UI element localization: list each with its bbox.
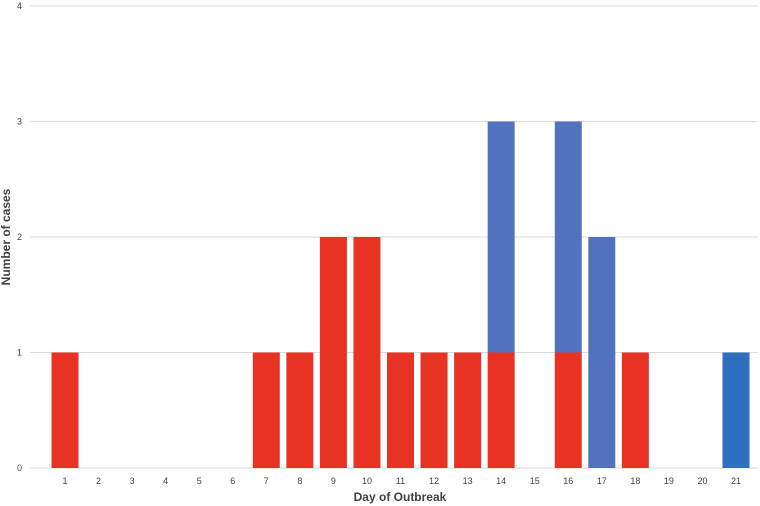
bar-day-16-series-2 <box>554 121 582 353</box>
x-tick-labels: 1 2 3 4 5 6 7 8 9 10 11 12 13 14 15 16 17 18 19 20 21 <box>62 476 741 486</box>
x-tick-label: 10 <box>362 476 372 486</box>
y-tick-label: 4 <box>17 1 22 11</box>
x-tick-label: 19 <box>664 476 674 486</box>
bar-day-9-series-1 <box>319 237 347 468</box>
x-tick-label: 4 <box>163 476 168 486</box>
y-tick-label: 1 <box>17 348 22 358</box>
bar-day-11-series-1 <box>387 352 414 468</box>
x-tick-label: 12 <box>429 476 439 486</box>
bar-day-13-series-1 <box>454 352 482 468</box>
bar-day-10-series-1 <box>353 237 381 468</box>
y-axis-title: Number of cases <box>0 188 13 285</box>
x-tick-label: 2 <box>96 476 101 486</box>
x-tick-label: 13 <box>463 476 473 486</box>
bar-day-17-series-2 <box>588 237 616 468</box>
x-tick-label: 8 <box>297 476 302 486</box>
y-tick-label: 2 <box>17 232 22 242</box>
x-tick-label: 14 <box>496 476 506 486</box>
bar-day-12-series-1 <box>420 352 448 468</box>
x-tick-label: 6 <box>230 476 235 486</box>
x-tick-label: 11 <box>396 476 405 486</box>
bar-day-14-series-2 <box>487 121 515 353</box>
x-tick-label: 5 <box>197 476 202 486</box>
x-tick-label: 9 <box>331 476 336 486</box>
x-tick-label: 3 <box>130 476 135 486</box>
bar-day-18-series-1 <box>621 352 649 468</box>
x-tick-label: 1 <box>62 476 67 486</box>
x-tick-label: 18 <box>630 476 640 486</box>
bar-day-14-series-1 <box>487 352 515 468</box>
y-tick-label: 3 <box>17 117 22 127</box>
x-axis-title: Day of Outbreak <box>354 490 447 504</box>
x-tick-label: 16 <box>563 476 573 486</box>
bars <box>51 121 750 468</box>
x-tick-label: 7 <box>264 476 269 486</box>
bar-day-21-series-3 <box>722 352 750 468</box>
bar-day-7-series-1 <box>252 352 280 468</box>
bar-day-1-series-1 <box>51 352 79 468</box>
x-tick-label: 20 <box>697 476 707 486</box>
x-tick-label: 21 <box>731 476 741 486</box>
x-tick-label: 17 <box>597 476 607 486</box>
bar-day-16-series-1 <box>554 352 582 468</box>
y-tick-labels: 0 1 2 3 4 <box>17 1 22 473</box>
x-tick-label: 15 <box>530 476 540 486</box>
y-tick-label: 0 <box>17 463 22 473</box>
bar-day-8-series-1 <box>286 352 314 468</box>
